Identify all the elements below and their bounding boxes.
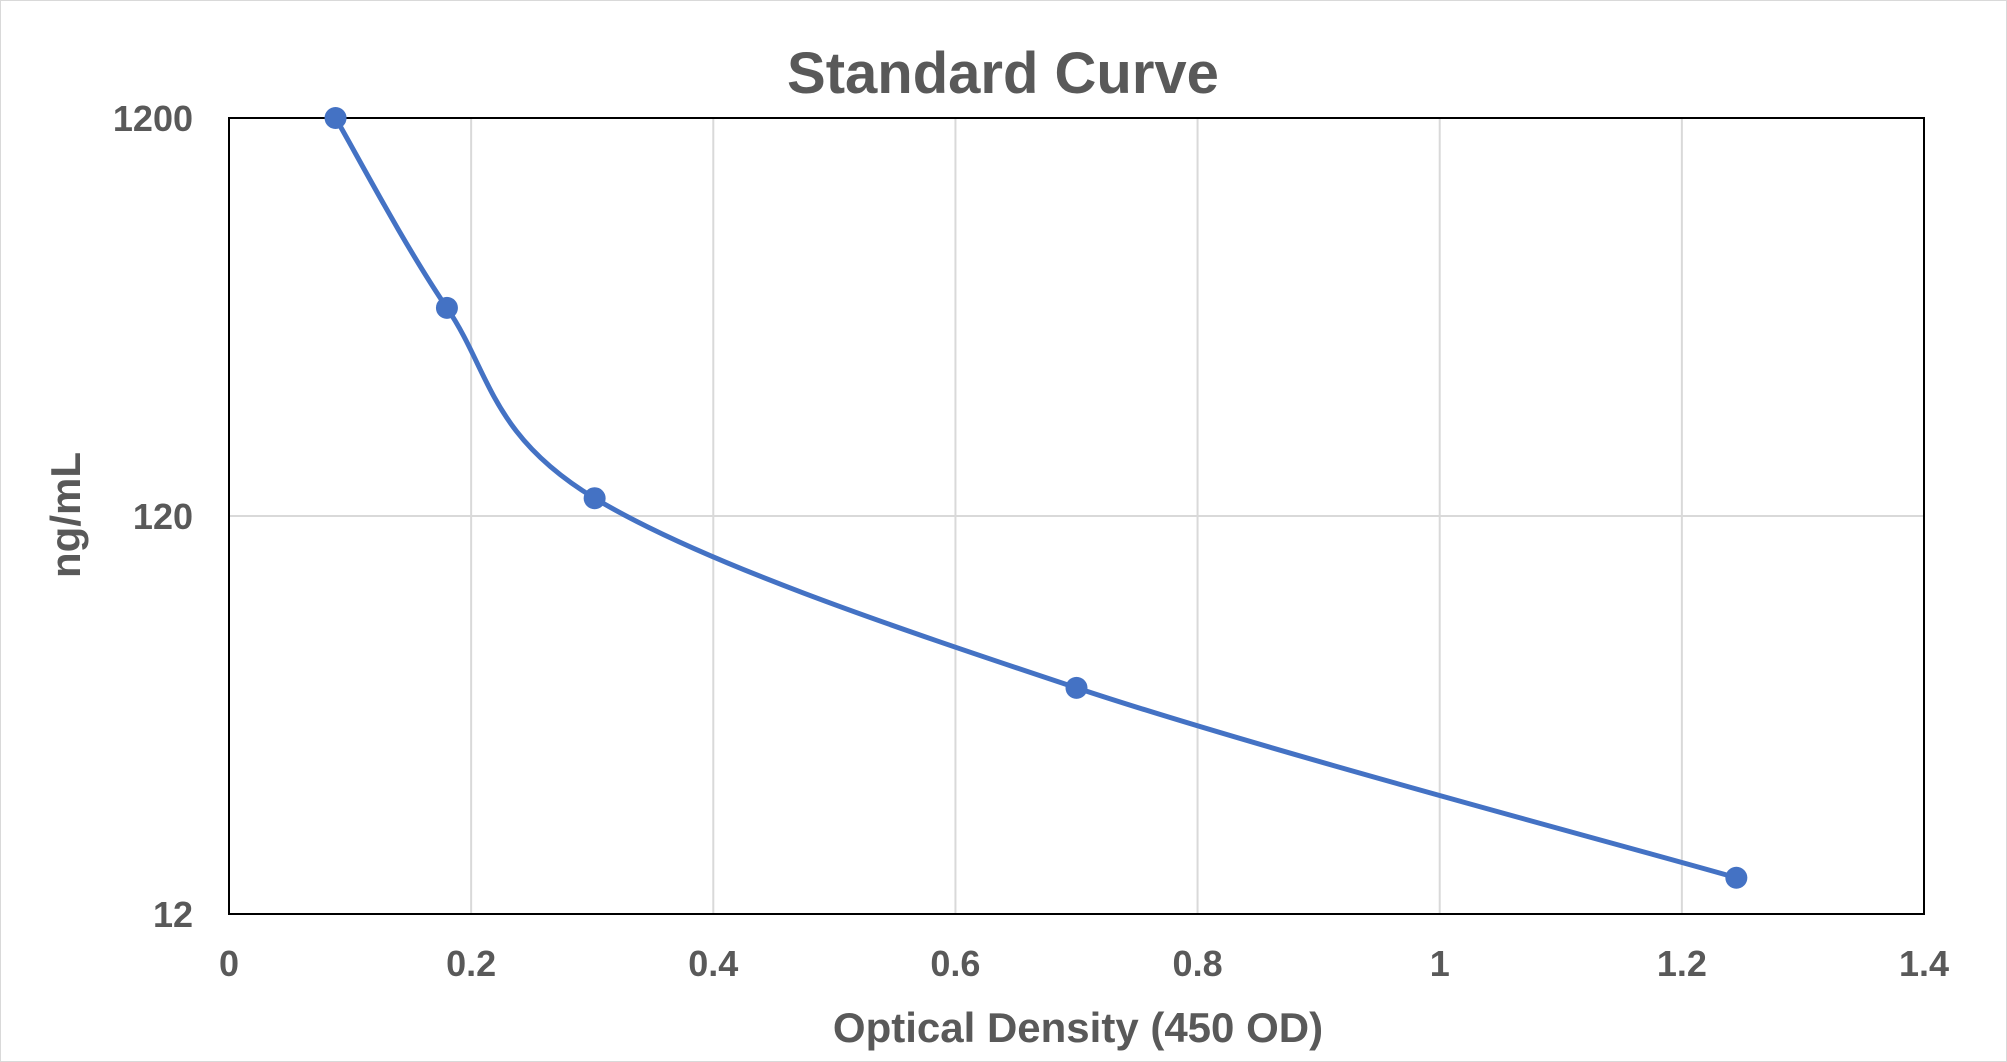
x-tick-label: 0.4 bbox=[688, 943, 738, 984]
y-tick-label: 12 bbox=[153, 894, 193, 935]
x-tick-label: 0.2 bbox=[446, 943, 496, 984]
y-axis-title: ng/mL bbox=[42, 452, 89, 578]
data-point bbox=[583, 487, 606, 510]
data-point bbox=[435, 296, 458, 319]
gridlines bbox=[229, 118, 1924, 915]
tick-labels: 0 0.2 0.4 0.6 0.8 1 1.2 1.4 12 120 1200 bbox=[113, 98, 1949, 984]
x-tick-label: 0.6 bbox=[930, 943, 980, 984]
data-point bbox=[324, 107, 347, 129]
y-tick-label: 120 bbox=[133, 496, 193, 537]
data-point bbox=[1725, 866, 1748, 889]
series-line bbox=[333, 116, 1738, 881]
data-point bbox=[1065, 676, 1088, 699]
x-tick-label: 0.8 bbox=[1173, 943, 1223, 984]
y-tick-label: 1200 bbox=[113, 98, 193, 139]
x-tick-label: 0 bbox=[219, 943, 239, 984]
x-tick-label: 1.2 bbox=[1657, 943, 1707, 984]
x-tick-label: 1 bbox=[1430, 943, 1450, 984]
x-axis-title: Optical Density (450 OD) bbox=[833, 1004, 1323, 1051]
x-tick-label: 1.4 bbox=[1899, 943, 1949, 984]
chart-title: Standard Curve bbox=[787, 41, 1219, 106]
plot-area-border bbox=[228, 117, 1925, 915]
data-points bbox=[324, 107, 1748, 889]
